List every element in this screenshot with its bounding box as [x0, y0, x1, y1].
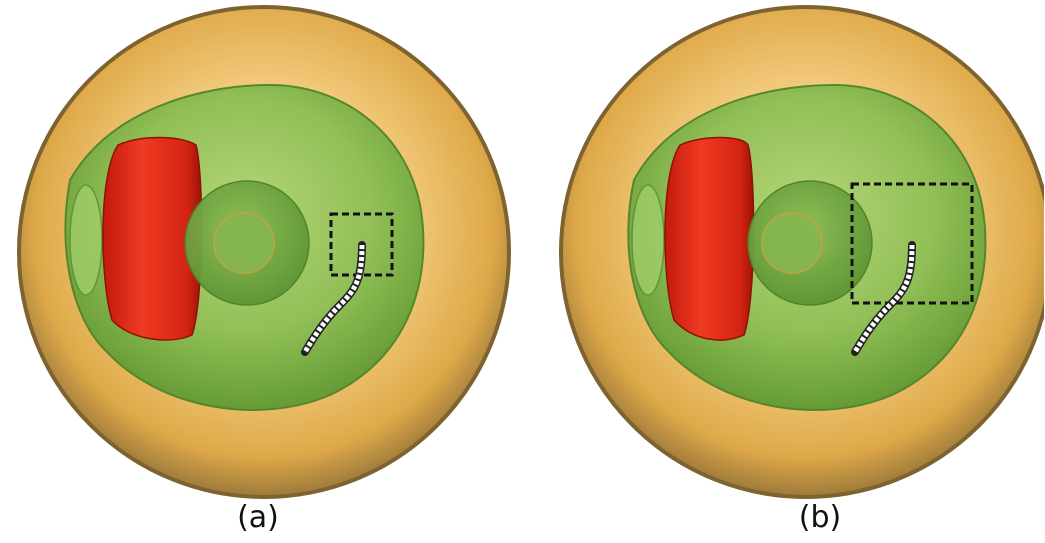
panel-label-b: (b) [798, 500, 842, 535]
selection-box-small [329, 212, 394, 277]
trajectory-path [302, 244, 365, 354]
cell-diagram-a [17, 5, 511, 499]
nucleolus [213, 212, 275, 274]
cell-diagram-b [559, 5, 1044, 499]
panel-a: (a) [0, 0, 522, 543]
panel-b: (b) [522, 0, 1044, 543]
left-membrane-ridge [631, 184, 665, 296]
panel-label-a: (a) [237, 500, 279, 535]
red-body [102, 136, 203, 341]
selection-box-large [850, 182, 974, 305]
nucleolus [761, 212, 823, 274]
left-membrane-ridge [69, 184, 103, 296]
red-body [664, 136, 755, 341]
trajectory-path [852, 244, 915, 354]
